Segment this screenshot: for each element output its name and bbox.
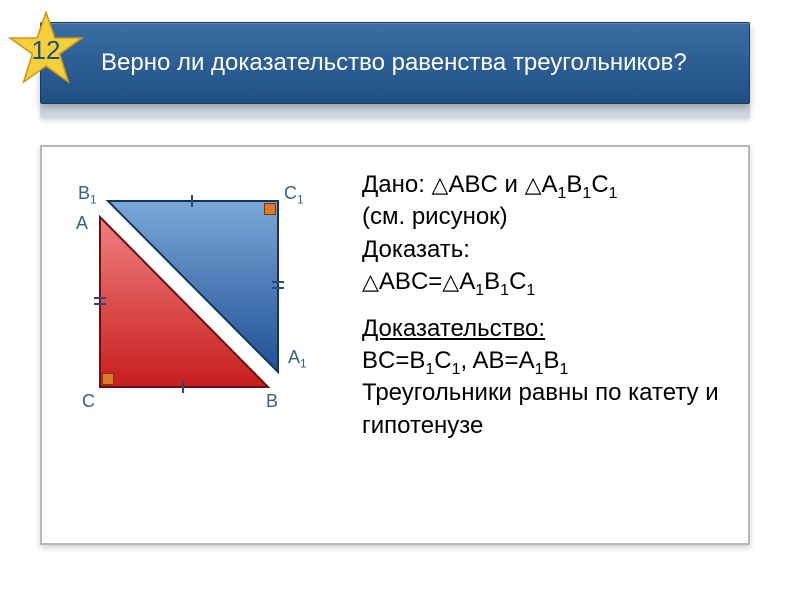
vertex-b1: B1	[78, 183, 97, 207]
tick-ac-2	[94, 303, 106, 305]
star-badge: 12	[6, 10, 86, 90]
vertex-c: C	[82, 391, 95, 412]
content-panel: B1 C1 A A1 C B Дано: △ABC и △A1B1C1 (см.…	[40, 145, 750, 545]
right-angle-marker-c	[102, 373, 114, 385]
tick-c1a1-1	[272, 281, 284, 283]
spacer	[362, 299, 732, 313]
proof-heading: Доказательство:	[362, 313, 732, 345]
prove-line: △ABC=△A1B1C1	[362, 266, 732, 298]
text-block: Дано: △ABC и △A1B1C1 (см. рисунок) Доказ…	[362, 169, 732, 442]
tick-b1c1	[191, 195, 193, 207]
prove-prefix: Доказать:	[362, 234, 732, 266]
given-line: Дано: △ABC и △A1B1C1	[362, 169, 732, 201]
see-figure: (см. рисунок)	[362, 201, 732, 233]
tick-bc	[182, 381, 184, 393]
vertex-a: A	[76, 213, 88, 234]
slide-number: 12	[6, 10, 86, 90]
slide: Верно ли доказательство равенства треуго…	[0, 0, 800, 600]
diagram: B1 C1 A A1 C B	[68, 177, 328, 437]
header-shelf	[40, 104, 750, 118]
right-angle-marker-c1	[264, 203, 276, 215]
slide-title: Верно ли доказательство равенства треуго…	[101, 48, 687, 78]
vertex-a1: A1	[288, 347, 307, 371]
tick-ac-1	[94, 297, 106, 299]
vertex-c1: C1	[284, 183, 304, 207]
triangles-svg	[68, 177, 328, 437]
tick-c1a1-2	[272, 287, 284, 289]
proof-line-2: Треугольники равны по катету и гипотенуз…	[362, 377, 732, 442]
proof-line-1: BC=B1C1, AB=A1B1	[362, 345, 732, 377]
header-bar: Верно ли доказательство равенства треуго…	[40, 22, 750, 104]
vertex-b: B	[266, 391, 278, 412]
